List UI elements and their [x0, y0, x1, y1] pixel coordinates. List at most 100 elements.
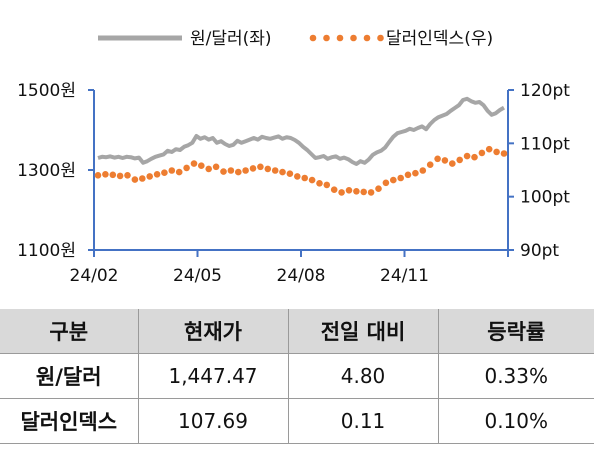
dxy-point — [316, 180, 323, 187]
left-tick-label: 1100원 — [17, 241, 76, 261]
dxy-point — [212, 163, 220, 171]
header-price: 현재가 — [138, 309, 289, 354]
dxy-point — [183, 164, 190, 172]
dxy-point — [102, 171, 109, 178]
row-change: 4.80 — [288, 353, 439, 399]
dxy-point — [220, 168, 227, 175]
dxy-point — [131, 176, 139, 183]
x-tick-label: 24/11 — [380, 266, 429, 286]
dxy-point — [175, 168, 183, 176]
dxy-point — [227, 167, 235, 174]
dxy-point — [124, 172, 131, 179]
right-axis-ticks: 120pt 110pt 100pt 90pt — [508, 81, 570, 261]
row-price: 1,447.47 — [138, 353, 289, 399]
row-price: 107.69 — [138, 398, 289, 444]
x-tick-label: 24/02 — [70, 266, 119, 286]
dxy-point — [338, 189, 345, 196]
dxy-point — [294, 173, 301, 180]
legend-label-usdkrw: 원/달러(좌) — [190, 29, 272, 49]
dxy-point — [279, 168, 286, 176]
row-rate: 0.10% — [438, 398, 594, 444]
left-axis-ticks: 1500원 1300원 1100원 — [17, 81, 94, 261]
dxy-point — [471, 153, 478, 161]
dxy-point — [109, 171, 117, 179]
legend-label-dxy: 달러인덱스(우) — [386, 29, 493, 49]
dxy-point — [345, 187, 353, 194]
usdkrw-line — [97, 96, 506, 166]
chart-legend: 원/달러(좌) 달러인덱스(우) — [98, 29, 493, 49]
dxy-point — [264, 165, 272, 173]
table-row: 원/달러 1,447.47 4.80 0.33% — [0, 353, 594, 399]
right-tick-label: 110pt — [520, 134, 570, 154]
dxy-point — [390, 176, 397, 184]
dxy-point — [419, 167, 427, 174]
dxy-point — [426, 161, 434, 168]
row-rate: 0.33% — [438, 353, 594, 399]
series-dxy — [94, 145, 508, 196]
dxy-point — [301, 174, 309, 182]
dxy-point — [323, 181, 331, 189]
legend-dot — [323, 34, 330, 42]
dxy-point — [353, 188, 360, 195]
dxy-point — [441, 157, 449, 164]
dxy-point — [382, 179, 390, 187]
legend-dot — [350, 34, 357, 42]
legend-dot — [377, 34, 384, 42]
row-label: 달러인덱스 — [0, 398, 139, 444]
dxy-point — [485, 145, 493, 153]
dxy-point — [153, 171, 161, 178]
legend-swatch-dxy — [309, 34, 384, 42]
dxy-point — [249, 165, 257, 172]
legend-dot — [336, 34, 344, 42]
dxy-point — [257, 163, 264, 171]
series-usdkrw — [97, 96, 506, 166]
dxy-point — [493, 148, 500, 156]
dxy-point — [308, 176, 316, 184]
dxy-point — [330, 186, 338, 193]
dxy-point — [367, 189, 375, 196]
dxy-point — [198, 162, 205, 169]
exchange-rate-chart: 원/달러(좌) 달러인덱스(우) 1500원 1300원 1100원 120pt 11… — [17, 29, 570, 286]
dxy-point — [161, 169, 168, 176]
dxy-point — [478, 149, 486, 157]
x-tick-label: 24/08 — [277, 266, 326, 286]
dxy-point — [235, 168, 242, 176]
dxy-point — [463, 152, 471, 160]
dxy-point — [146, 173, 153, 180]
right-tick-label: 100pt — [520, 188, 570, 208]
legend-dot — [363, 34, 371, 42]
left-tick-label: 1500원 — [17, 81, 76, 101]
header-rate: 등락률 — [438, 309, 594, 354]
dxy-point — [360, 188, 368, 196]
dxy-point — [412, 169, 419, 177]
dxy-point — [449, 160, 456, 167]
table-row: 달러인덱스 107.69 0.11 0.10% — [0, 398, 594, 444]
dxy-point — [500, 150, 508, 157]
header-change: 전일 대비 — [288, 309, 439, 354]
dxy-point — [94, 172, 102, 179]
right-tick-label: 90pt — [520, 241, 559, 261]
dxy-point — [116, 172, 124, 180]
left-tick-label: 1300원 — [17, 161, 76, 181]
header-category: 구분 — [0, 309, 139, 354]
row-change: 0.11 — [288, 398, 439, 444]
dxy-point — [271, 167, 279, 174]
dxy-point — [139, 175, 146, 182]
dxy-point — [242, 167, 249, 174]
dxy-point — [397, 174, 405, 182]
dxy-point — [205, 165, 212, 173]
row-label: 원/달러 — [0, 353, 139, 399]
dxy-point — [456, 156, 464, 164]
dxy-point — [190, 160, 198, 167]
dxy-point — [375, 185, 382, 192]
dxy-point — [404, 171, 412, 179]
table-header-row: 구분 현재가 전일 대비 등락률 — [0, 309, 594, 354]
legend-dot — [309, 34, 317, 42]
x-axis-ticks: 24/02 24/05 24/08 24/11 — [70, 250, 509, 286]
summary-table: 구분 현재가 전일 대비 등락률 원/달러 1,447.47 4.80 0.33… — [0, 309, 594, 444]
right-tick-label: 120pt — [520, 81, 570, 101]
x-tick-label: 24/05 — [173, 266, 222, 286]
dxy-point — [434, 155, 441, 163]
dxy-point — [286, 170, 294, 177]
dxy-point — [168, 167, 176, 174]
